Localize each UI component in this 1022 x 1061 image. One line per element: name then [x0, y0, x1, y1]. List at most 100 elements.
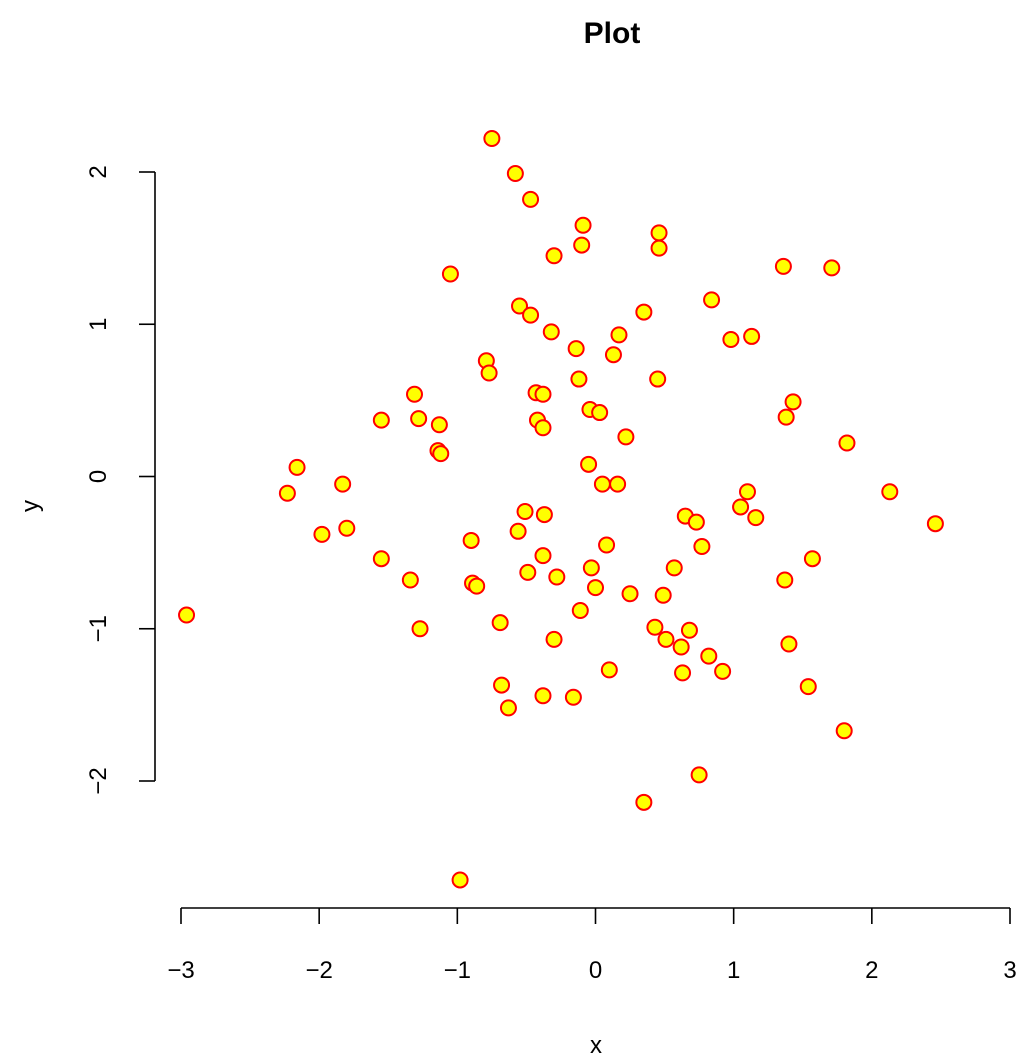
data-point — [665, 559, 683, 577]
data-point — [926, 515, 944, 533]
data-point — [591, 404, 609, 422]
data-point — [542, 323, 560, 341]
data-point — [534, 419, 552, 437]
data-point — [803, 550, 821, 568]
scatter-points — [178, 130, 944, 889]
data-point — [838, 434, 856, 452]
data-point — [646, 618, 664, 636]
y-axis-title: y — [17, 500, 44, 512]
data-point — [511, 297, 529, 315]
data-point — [534, 385, 552, 403]
data-point — [732, 498, 750, 516]
data-point — [650, 224, 668, 242]
data-point — [313, 525, 331, 543]
data-point — [680, 621, 698, 639]
x-tick-label: −1 — [444, 957, 471, 984]
data-point — [480, 364, 498, 382]
data-point — [564, 688, 582, 706]
data-point — [672, 638, 690, 656]
data-point — [617, 428, 635, 446]
data-point — [654, 586, 672, 604]
data-point — [522, 190, 540, 208]
data-point — [462, 531, 480, 549]
data-point — [509, 522, 527, 540]
x-axis-ticks: −3 −2 −1 0 1 2 3 — [167, 908, 1017, 984]
data-point — [571, 601, 589, 619]
data-point — [582, 559, 600, 577]
data-point — [534, 687, 552, 705]
data-point — [534, 547, 552, 565]
data-point — [441, 265, 459, 283]
data-point — [593, 475, 611, 493]
data-point — [580, 455, 598, 473]
data-point — [587, 579, 604, 597]
data-point — [334, 475, 352, 493]
data-point — [650, 239, 668, 257]
data-point — [743, 327, 761, 345]
data-point — [649, 370, 667, 388]
data-point — [430, 416, 448, 434]
data-point — [784, 393, 802, 411]
data-point — [774, 257, 792, 275]
x-axis-title: x — [590, 1032, 602, 1059]
data-point — [535, 506, 553, 524]
data-point — [687, 513, 705, 531]
data-point — [278, 484, 296, 502]
data-point — [548, 568, 566, 586]
data-point — [690, 766, 708, 784]
data-point — [835, 722, 853, 740]
y-tick-label: 0 — [85, 470, 112, 483]
data-point — [483, 130, 501, 148]
data-point — [610, 326, 628, 344]
data-point — [823, 259, 841, 277]
data-point — [406, 385, 424, 403]
data-point — [432, 445, 450, 463]
data-point — [574, 216, 592, 234]
data-point — [372, 411, 390, 429]
x-tick-label: 2 — [865, 957, 878, 984]
y-tick-label: 1 — [85, 318, 112, 331]
data-point — [178, 606, 196, 624]
y-tick-label: 2 — [85, 165, 112, 178]
x-tick-label: 1 — [727, 957, 740, 984]
x-tick-label: 3 — [1003, 957, 1016, 984]
data-point — [604, 346, 622, 364]
data-point — [288, 458, 306, 476]
data-point — [401, 571, 419, 589]
data-point — [722, 330, 740, 348]
x-tick-label: −2 — [305, 957, 332, 984]
data-point — [567, 340, 585, 358]
data-point — [493, 676, 511, 694]
data-point — [738, 483, 756, 501]
data-point — [545, 630, 563, 648]
data-point — [522, 306, 540, 324]
data-point — [693, 538, 711, 556]
x-tick-label: −3 — [167, 957, 194, 984]
y-axis-ticks: −2 −1 0 1 2 — [85, 165, 155, 795]
data-point — [491, 614, 509, 632]
data-point — [410, 410, 428, 428]
data-point — [714, 662, 732, 680]
y-tick-label: −2 — [85, 767, 112, 794]
data-point — [468, 577, 486, 595]
data-point — [451, 871, 469, 889]
data-point — [674, 664, 692, 682]
data-point — [516, 503, 534, 521]
data-point — [635, 793, 653, 811]
x-tick-label: 0 — [589, 957, 602, 984]
data-point — [776, 571, 794, 589]
data-point — [600, 661, 618, 679]
data-point — [881, 483, 899, 501]
data-point — [598, 536, 616, 554]
data-point — [799, 678, 817, 696]
data-point — [545, 247, 563, 265]
data-point — [499, 699, 517, 717]
y-tick-label: −1 — [85, 615, 112, 642]
data-point — [609, 475, 627, 493]
data-point — [635, 303, 653, 321]
data-point — [411, 620, 429, 638]
data-point — [700, 647, 718, 665]
data-point — [657, 630, 675, 648]
data-point — [573, 236, 591, 254]
